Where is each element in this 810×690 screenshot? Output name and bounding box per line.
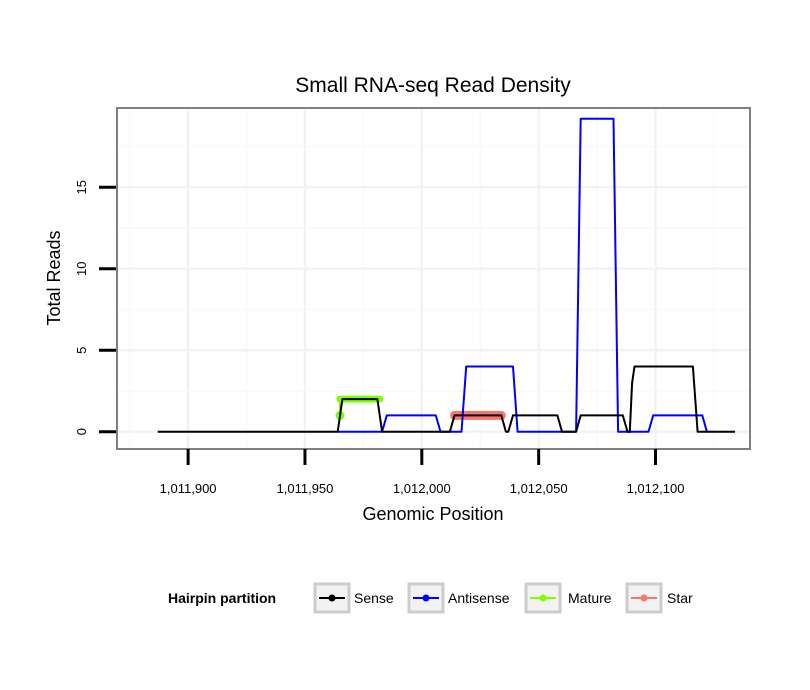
legend-label-antisense: Antisense [448,590,510,606]
y-tick-label: 15 [74,180,89,194]
x-tick-label: 1,012,100 [627,481,685,496]
series-antisense-line [337,117,708,433]
x-tick-label: 1,012,000 [393,481,451,496]
x-tick-label: 1,012,050 [510,481,568,496]
series-sense-line [157,365,735,433]
x-tick-label: 1,011,900 [160,481,217,496]
y-tick-label: 0 [74,428,89,435]
grid [118,109,749,448]
legend-label-star: Star [667,590,693,606]
chart-title: Small RNA-seq Read Density [295,74,571,97]
legend: Hairpin partition Sense Antisense Mature St… [168,582,693,614]
legend-label-sense: Sense [354,590,394,606]
legend-title: Hairpin partition [168,590,276,606]
legend-label-mature: Mature [568,590,612,606]
y-tick-label: 10 [74,261,89,275]
axes: 1,011,900 1,011,950 1,012,000 1,012,050 1,01… [74,180,684,496]
x-axis-title: Genomic Position [362,504,503,524]
y-tick-label: 5 [74,347,89,354]
y-axis-title: Total Reads [44,230,64,325]
plot-panel [116,107,751,450]
series-layer [157,117,735,433]
legend-dot-mature [539,594,547,602]
x-tick-label: 1,011,950 [277,481,334,496]
legend-dot-star [640,594,648,602]
legend-dot-antisense [422,594,430,602]
legend-dot-sense [328,594,336,602]
